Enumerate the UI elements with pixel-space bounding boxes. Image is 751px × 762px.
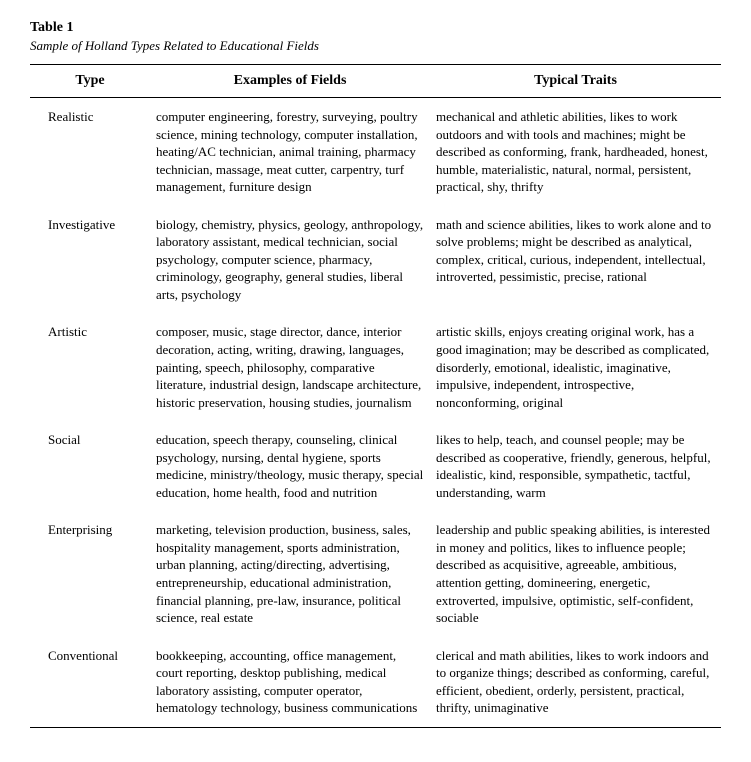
table-row: Investigativebiology, chemistry, physics…	[30, 206, 721, 314]
fields-cell: composer, music, stage director, dance, …	[150, 313, 430, 421]
traits-cell: math and science abilities, likes to wor…	[430, 206, 721, 314]
table-row: Realisticcomputer engineering, forestry,…	[30, 98, 721, 206]
header-fields: Examples of Fields	[150, 65, 430, 97]
traits-cell: mechanical and athletic abilities, likes…	[430, 98, 721, 206]
table-header-row: Type Examples of Fields Typical Traits	[30, 65, 721, 97]
table-label: Table 1	[30, 20, 721, 36]
header-type: Type	[30, 65, 150, 97]
table-row: Artisticcomposer, music, stage director,…	[30, 313, 721, 421]
fields-cell: education, speech therapy, counseling, c…	[150, 421, 430, 511]
holland-types-body: Realisticcomputer engineering, forestry,…	[30, 98, 721, 727]
type-cell: Investigative	[30, 206, 150, 314]
table-caption: Sample of Holland Types Related to Educa…	[30, 38, 721, 54]
type-cell: Artistic	[30, 313, 150, 421]
traits-cell: artistic skills, enjoys creating origina…	[430, 313, 721, 421]
type-cell: Realistic	[30, 98, 150, 206]
type-cell: Enterprising	[30, 511, 150, 636]
table-row: Enterprisingmarketing, television produc…	[30, 511, 721, 636]
bottom-rule	[30, 727, 721, 728]
fields-cell: biology, chemistry, physics, geology, an…	[150, 206, 430, 314]
table-row: Conventionalbookkeeping, accounting, off…	[30, 637, 721, 727]
traits-cell: leadership and public speaking abilities…	[430, 511, 721, 636]
traits-cell: clerical and math abilities, likes to wo…	[430, 637, 721, 727]
type-cell: Social	[30, 421, 150, 511]
fields-cell: marketing, television production, busine…	[150, 511, 430, 636]
traits-cell: likes to help, teach, and counsel people…	[430, 421, 721, 511]
header-traits: Typical Traits	[430, 65, 721, 97]
table-row: Socialeducation, speech therapy, counsel…	[30, 421, 721, 511]
fields-cell: bookkeeping, accounting, office manageme…	[150, 637, 430, 727]
fields-cell: computer engineering, forestry, surveyin…	[150, 98, 430, 206]
holland-types-table: Type Examples of Fields Typical Traits	[30, 65, 721, 97]
type-cell: Conventional	[30, 637, 150, 727]
